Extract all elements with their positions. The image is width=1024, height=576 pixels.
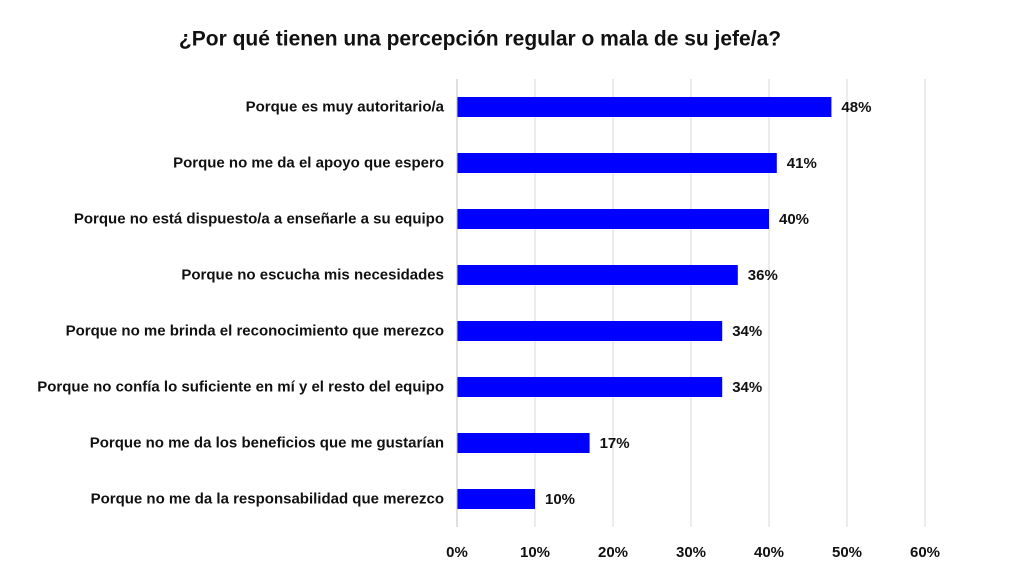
x-tick-label: 0% — [446, 544, 468, 561]
category-label-box: Porque no me da los beneficios que me gu… — [14, 433, 444, 454]
value-label: 41% — [787, 155, 817, 172]
category-label-box: Porque es muy autoritario/a — [14, 97, 444, 118]
category-label-box: Porque no me brinda el reconocimiento qu… — [14, 321, 444, 342]
x-tick-label: 40% — [754, 544, 784, 561]
bar — [457, 321, 723, 341]
value-label: 10% — [545, 491, 575, 508]
y-tick-label: Porque es muy autoritario/a — [245, 98, 444, 116]
category-label-box: Porque no está dispuesto/a a enseñarle a… — [14, 209, 444, 230]
x-tick-label: 20% — [598, 544, 628, 561]
category-label-box: Porque no me da el apoyo que espero — [14, 153, 444, 174]
y-tick-label: Porque no confía lo suficiente en mí y e… — [37, 378, 444, 396]
category-label-box: Porque no me da la responsabilidad que m… — [14, 489, 444, 510]
bar — [457, 377, 723, 397]
value-label: 48% — [841, 99, 871, 116]
y-tick-label: Porque no escucha mis necesidades — [181, 266, 444, 284]
value-label: 36% — [748, 267, 778, 284]
bar — [457, 265, 738, 285]
y-tick-label: Porque no me da el apoyo que espero — [173, 154, 444, 172]
category-label-box: Porque no confía lo suficiente en mí y e… — [14, 377, 444, 398]
category-label-box: Porque no escucha mis necesidades — [14, 265, 444, 286]
value-label: 40% — [779, 211, 809, 228]
x-tick-label: 60% — [910, 544, 940, 561]
x-tick-label: 30% — [676, 544, 706, 561]
y-tick-label: Porque no me da los beneficios que me gu… — [89, 434, 444, 452]
x-tick-label: 10% — [520, 544, 550, 561]
bar — [457, 209, 769, 229]
value-label: 34% — [732, 379, 762, 396]
bar — [457, 97, 832, 117]
bar — [457, 153, 777, 173]
chart-title: ¿Por qué tienen una percepción regular o… — [179, 28, 781, 51]
y-tick-label: Porque no me da la responsabilidad que m… — [90, 490, 444, 508]
y-tick-label: Porque no está dispuesto/a a enseñarle a… — [73, 210, 444, 228]
value-label: 17% — [600, 435, 630, 452]
x-tick-label: 50% — [832, 544, 862, 561]
y-tick-label: Porque no me brinda el reconocimiento qu… — [65, 322, 444, 340]
bar — [457, 489, 535, 509]
bar — [457, 433, 590, 453]
value-label: 34% — [732, 323, 762, 340]
